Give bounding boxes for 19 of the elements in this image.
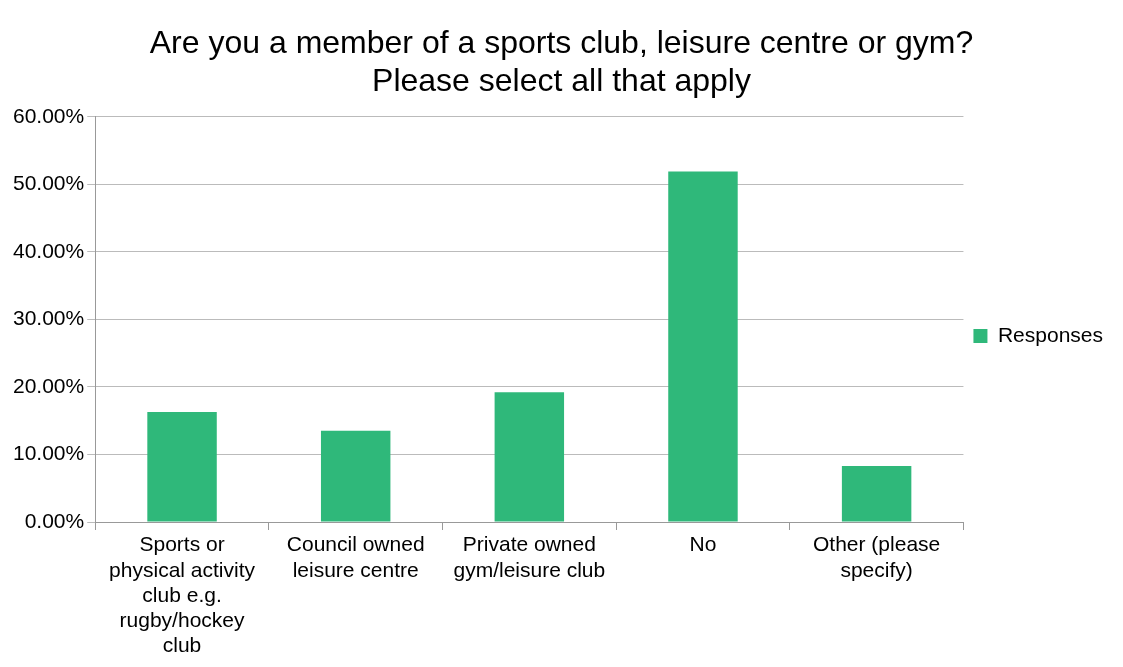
- x-tick-label: Private owned gym/leisure club: [453, 532, 606, 581]
- y-tick-label: 20.00%: [12, 373, 85, 397]
- y-tick-label: 0.00%: [24, 508, 85, 532]
- chart-title: Are you a member of a sports club, leisure centre or gym? Please select all that apply: [149, 24, 974, 99]
- y-tick-label: 50.00%: [12, 171, 85, 195]
- bar: [668, 171, 738, 522]
- x-tick-label: Council owned leisure centre: [286, 532, 425, 581]
- y-tick-label: 10.00%: [12, 441, 85, 465]
- y-tick-label: 60.00%: [12, 103, 85, 127]
- bar: [841, 465, 912, 522]
- bar: [320, 430, 391, 522]
- bar: [494, 392, 565, 522]
- x-tick-label: Other (please specify): [813, 532, 941, 581]
- legend-label: Responses: [997, 322, 1103, 346]
- x-tick-label: Sports or physical activity club e.g. rugby/hockey club: [109, 532, 256, 657]
- bar: [147, 411, 217, 522]
- y-tick-label: 30.00%: [12, 306, 85, 330]
- y-tick-label: 40.00%: [12, 238, 85, 262]
- x-tick-label: No: [689, 532, 717, 556]
